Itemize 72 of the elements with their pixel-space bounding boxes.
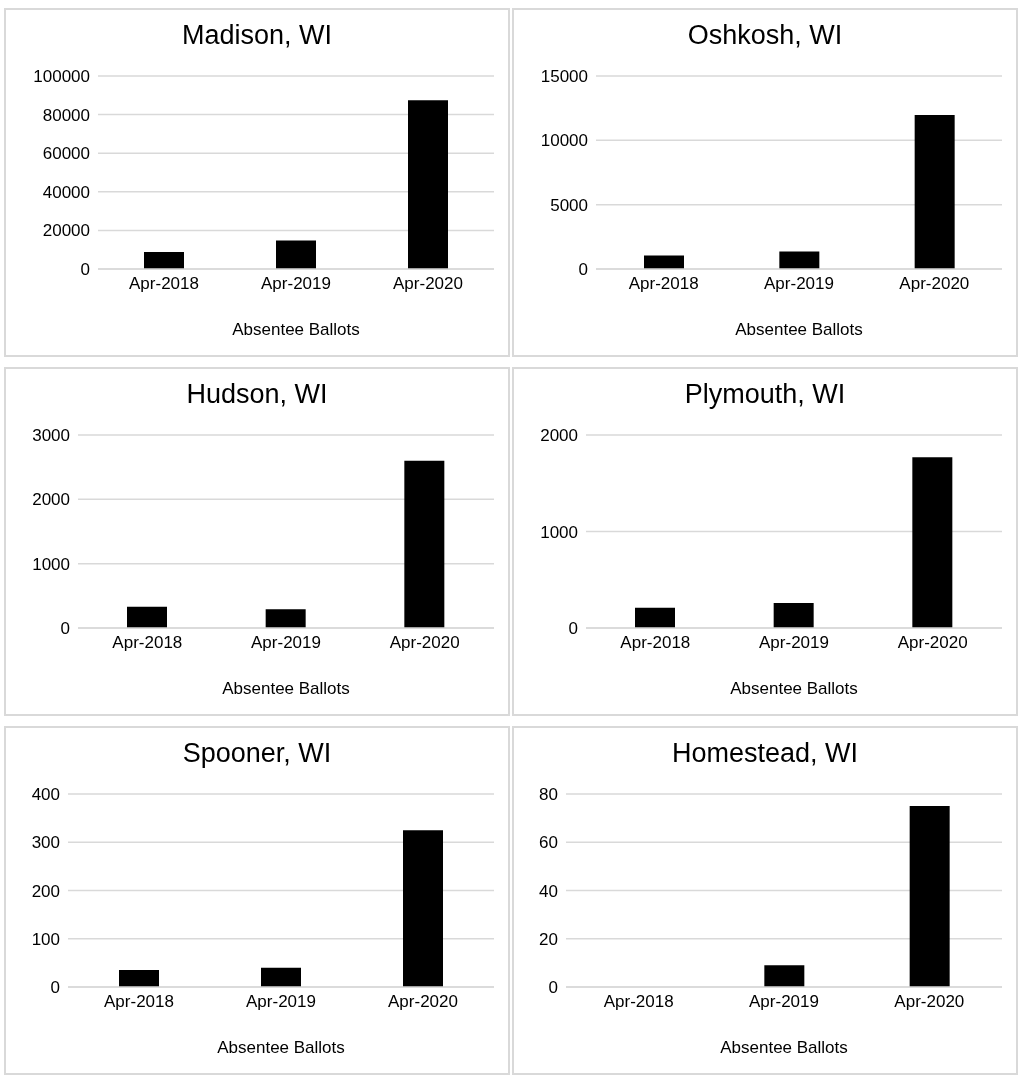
bar: [644, 255, 684, 269]
x-tick-label: Apr-2018: [620, 633, 691, 653]
chart-title: Plymouth, WI: [683, 377, 847, 411]
x-tick-label: Apr-2018: [104, 992, 174, 1012]
x-tick-label: Apr-2018: [603, 992, 674, 1012]
x-axis-title: Absentee Ballots: [730, 679, 858, 698]
x-tick-label: Apr-2020: [393, 274, 463, 294]
y-tick-label: 1000: [32, 554, 70, 574]
x-tick-label: Apr-2019: [749, 992, 819, 1012]
x-axis-title: Absentee Ballots: [222, 679, 350, 698]
chart-title: Madison, WI: [180, 18, 333, 52]
x-tick-label: Apr-2020: [389, 633, 460, 653]
x-tick-label: Apr-2019: [251, 633, 321, 653]
chart-title: Oshkosh, WI: [686, 18, 844, 52]
y-tick-label: 100000: [33, 67, 90, 87]
y-tick-label: 0: [50, 978, 60, 998]
y-tick-label: 20000: [42, 221, 90, 241]
y-tick-label: 0: [80, 260, 90, 280]
y-tick-label: 200: [31, 881, 60, 901]
x-tick-label: Apr-2018: [129, 274, 199, 294]
x-tick-label: Apr-2019: [261, 274, 331, 294]
bar: [261, 967, 301, 987]
y-tick-label: 60: [539, 833, 558, 853]
y-tick-label: 0: [548, 978, 558, 998]
y-tick-label: 0: [568, 619, 578, 639]
x-tick-label: Apr-2020: [897, 633, 968, 653]
y-tick-label: 100: [31, 929, 60, 949]
chart-title: Homestead, WI: [670, 736, 860, 770]
bar: [265, 609, 306, 628]
x-axis-title: Absentee Ballots: [720, 1038, 848, 1057]
y-tick-label: 5000: [550, 195, 588, 215]
y-tick-label: 60000: [42, 144, 90, 164]
y-tick-label: 15000: [540, 67, 588, 87]
bar: [773, 602, 814, 628]
bar: [127, 606, 167, 628]
x-tick-label: Apr-2018: [112, 633, 183, 653]
chart-title: Hudson, WI: [185, 377, 329, 411]
bar: [403, 830, 443, 987]
y-tick-label: 80000: [42, 105, 90, 125]
bar: [404, 460, 445, 628]
x-tick-label: Apr-2019: [764, 274, 834, 294]
bar: [912, 457, 953, 628]
x-tick-label: Apr-2020: [388, 992, 458, 1012]
bar: [276, 240, 316, 269]
x-tick-label: Apr-2018: [628, 274, 699, 294]
bar: [119, 970, 159, 987]
y-tick-label: 2000: [32, 490, 70, 510]
chart-title: Spooner, WI: [181, 736, 333, 770]
x-tick-label: Apr-2019: [759, 633, 829, 653]
bar: [408, 100, 448, 269]
bar: [144, 252, 184, 269]
y-tick-label: 80: [539, 785, 558, 805]
y-tick-label: 3000: [32, 426, 70, 446]
y-tick-label: 0: [60, 619, 70, 639]
y-tick-label: 40: [539, 881, 558, 901]
x-axis-title: Absentee Ballots: [232, 320, 360, 339]
x-tick-label: Apr-2020: [899, 274, 970, 294]
y-tick-label: 0: [578, 260, 588, 280]
y-tick-label: 400: [31, 785, 60, 805]
y-tick-label: 20: [539, 929, 558, 949]
bar: [779, 251, 820, 269]
y-tick-label: 10000: [540, 131, 588, 151]
x-tick-label: Apr-2020: [894, 992, 965, 1012]
bar: [914, 115, 955, 269]
x-axis-title: Absentee Ballots: [735, 320, 863, 339]
bar: [635, 607, 675, 628]
x-tick-label: Apr-2019: [246, 992, 316, 1012]
y-tick-label: 300: [31, 833, 60, 853]
x-axis-title: Absentee Ballots: [217, 1038, 345, 1057]
y-tick-label: 2000: [540, 426, 578, 446]
y-tick-label: 40000: [42, 182, 90, 202]
y-tick-label: 1000: [540, 522, 578, 542]
